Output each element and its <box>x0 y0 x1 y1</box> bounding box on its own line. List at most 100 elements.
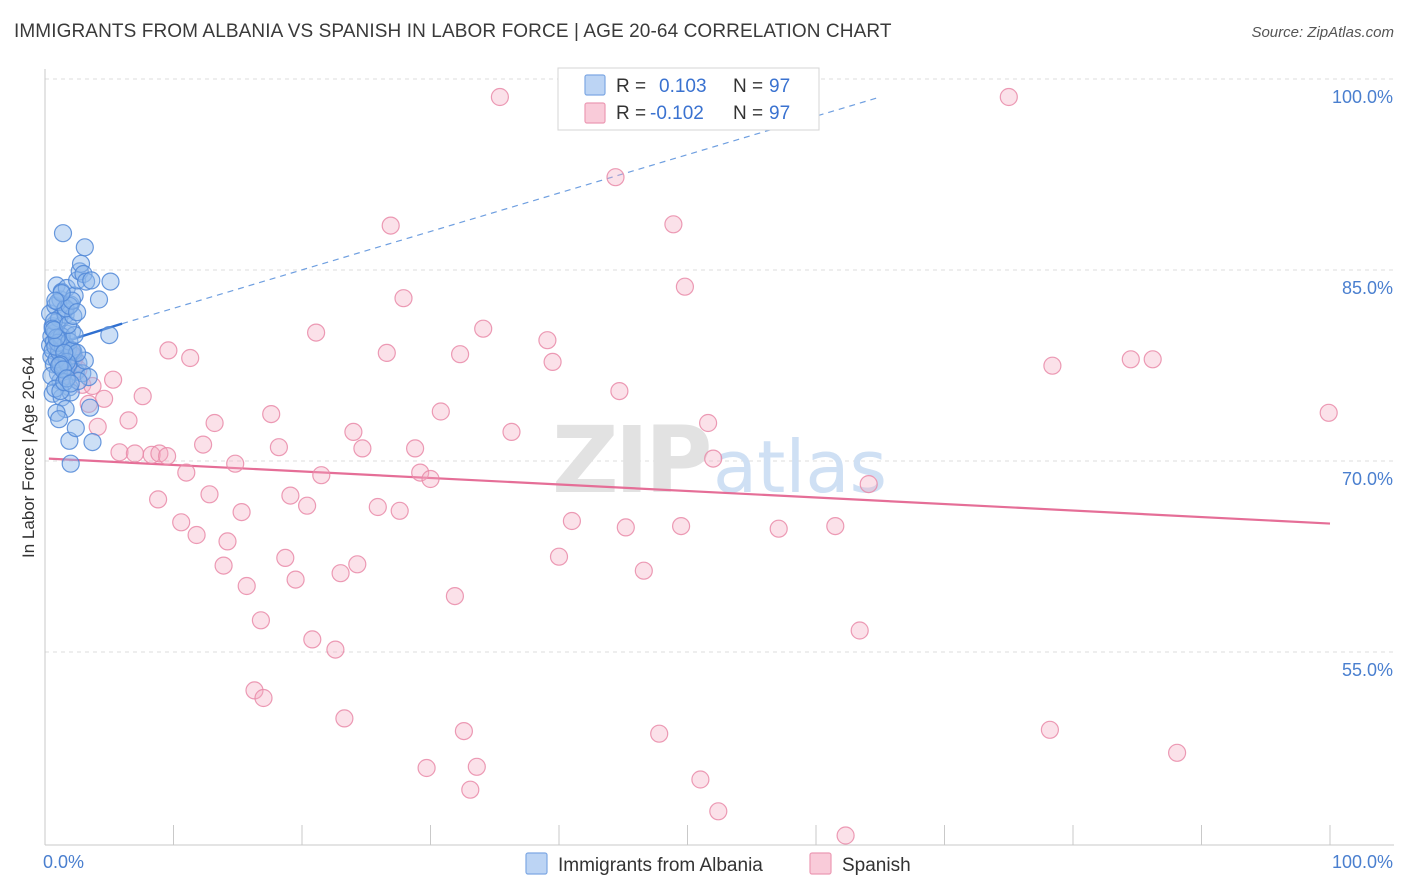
y-tick-label-100: 100.0% <box>1332 87 1393 107</box>
series-legend: Immigrants from Albania Spanish <box>525 852 911 876</box>
point-spanish-32 <box>218 532 237 551</box>
point-spanish-93 <box>999 87 1018 107</box>
point-spanish-91 <box>850 621 869 640</box>
point-immigrants-from-albania-59 <box>101 272 120 291</box>
point-spanish-67 <box>461 780 480 799</box>
point-immigrants-from-albania-79 <box>67 343 87 362</box>
point-spanish-50 <box>335 709 354 728</box>
point-spanish-45 <box>303 630 322 649</box>
series-legend-label-spanish: Spanish <box>842 855 911 876</box>
y-tick-label-85: 85.0% <box>1342 278 1393 298</box>
point-spanish-43 <box>286 570 305 589</box>
legend-r-value-2: -0.102 <box>650 103 704 124</box>
point-spanish-15 <box>110 443 129 462</box>
point-spanish-37 <box>251 611 270 630</box>
point-spanish-74 <box>549 547 569 566</box>
point-spanish-18 <box>133 387 152 406</box>
y-tick-labels: 55.0% 70.0% 85.0% 100.0% <box>1332 87 1393 680</box>
point-spanish-88 <box>769 519 788 538</box>
point-immigrants-from-albania-92 <box>46 291 65 310</box>
legend-n-label-2: N = <box>733 103 763 124</box>
series-legend-swatch-albania <box>525 852 548 875</box>
legend-swatch-blue <box>584 74 606 96</box>
point-immigrants-from-albania-91 <box>52 284 71 303</box>
point-immigrants-from-albania-78 <box>65 326 84 345</box>
point-immigrants-from-albania-64 <box>75 351 94 370</box>
legend-n-value-1: 97 <box>769 76 790 97</box>
data-points <box>40 87 1338 845</box>
point-spanish-55 <box>377 343 396 362</box>
point-spanish-59 <box>406 439 425 458</box>
point-spanish-19 <box>142 445 161 464</box>
point-spanish-84 <box>691 770 710 789</box>
trend-line-spanish <box>48 457 1331 525</box>
point-spanish-17 <box>125 444 144 463</box>
y-axis-label: In Labor Force | Age 20-64 <box>19 356 38 558</box>
point-spanish-26 <box>181 348 200 368</box>
point-spanish-98 <box>1167 743 1187 762</box>
point-spanish-29 <box>200 485 219 504</box>
point-spanish-48 <box>326 640 345 659</box>
point-spanish-46 <box>307 323 326 342</box>
watermark: ZIP atlas <box>552 407 887 514</box>
point-spanish-16 <box>119 411 138 430</box>
gridlines <box>45 78 1394 653</box>
point-spanish-61 <box>417 758 436 778</box>
point-spanish-92 <box>859 475 878 494</box>
point-spanish-31 <box>214 556 233 575</box>
point-spanish-51 <box>344 422 363 441</box>
point-spanish-25 <box>177 463 196 482</box>
point-spanish-30 <box>205 413 224 433</box>
legend-n-label-1: N = <box>733 76 763 97</box>
point-spanish-96 <box>1121 350 1140 369</box>
x-axis-ticks <box>44 825 1331 845</box>
point-spanish-83 <box>675 277 695 296</box>
point-spanish-97 <box>1143 350 1162 369</box>
point-spanish-42 <box>281 486 300 505</box>
point-spanish-68 <box>467 757 486 776</box>
chart-title: IMMIGRANTS FROM ALBANIA VS SPANISH IN LA… <box>14 21 892 42</box>
point-spanish-65 <box>451 345 470 364</box>
point-spanish-60 <box>411 463 430 482</box>
legend-r-value-1: 0.103 <box>659 76 707 97</box>
point-spanish-21 <box>158 447 177 466</box>
point-immigrants-from-albania-57 <box>82 271 101 290</box>
point-spanish-41 <box>276 548 295 568</box>
point-spanish-52 <box>348 555 367 574</box>
point-spanish-72 <box>538 331 557 350</box>
point-spanish-34 <box>232 502 251 522</box>
point-spanish-86 <box>704 449 723 468</box>
point-spanish-90 <box>836 826 855 845</box>
point-immigrants-from-albania-60 <box>100 326 119 345</box>
point-spanish-11 <box>83 376 102 396</box>
point-spanish-22 <box>149 490 168 509</box>
point-spanish-58 <box>394 289 413 308</box>
point-spanish-76 <box>606 168 625 187</box>
point-spanish-82 <box>671 516 691 536</box>
point-spanish-78 <box>616 518 635 537</box>
point-immigrants-from-albania-90 <box>67 303 87 322</box>
point-spanish-73 <box>543 352 562 371</box>
point-spanish-27 <box>187 525 206 545</box>
point-spanish-63 <box>431 402 450 421</box>
point-spanish-80 <box>650 724 669 743</box>
legend-n-value-2: 97 <box>769 103 790 124</box>
point-immigrants-from-albania-56 <box>75 238 94 257</box>
x-tick-label-min: 0.0% <box>43 852 84 872</box>
point-spanish-64 <box>445 586 464 606</box>
point-spanish-57 <box>390 501 409 520</box>
point-spanish-81 <box>664 215 683 234</box>
point-spanish-56 <box>381 216 400 235</box>
point-immigrants-from-albania-67 <box>61 454 80 473</box>
x-tick-label-max: 100.0% <box>1332 852 1393 872</box>
point-spanish-66 <box>454 721 473 741</box>
point-spanish-38 <box>254 688 273 708</box>
point-spanish-87 <box>709 802 728 821</box>
point-spanish-35 <box>237 576 256 596</box>
point-spanish-14 <box>103 370 123 389</box>
point-spanish-70 <box>490 87 509 107</box>
point-spanish-69 <box>474 319 493 338</box>
point-spanish-12 <box>88 417 107 436</box>
point-spanish-99 <box>1319 403 1338 422</box>
